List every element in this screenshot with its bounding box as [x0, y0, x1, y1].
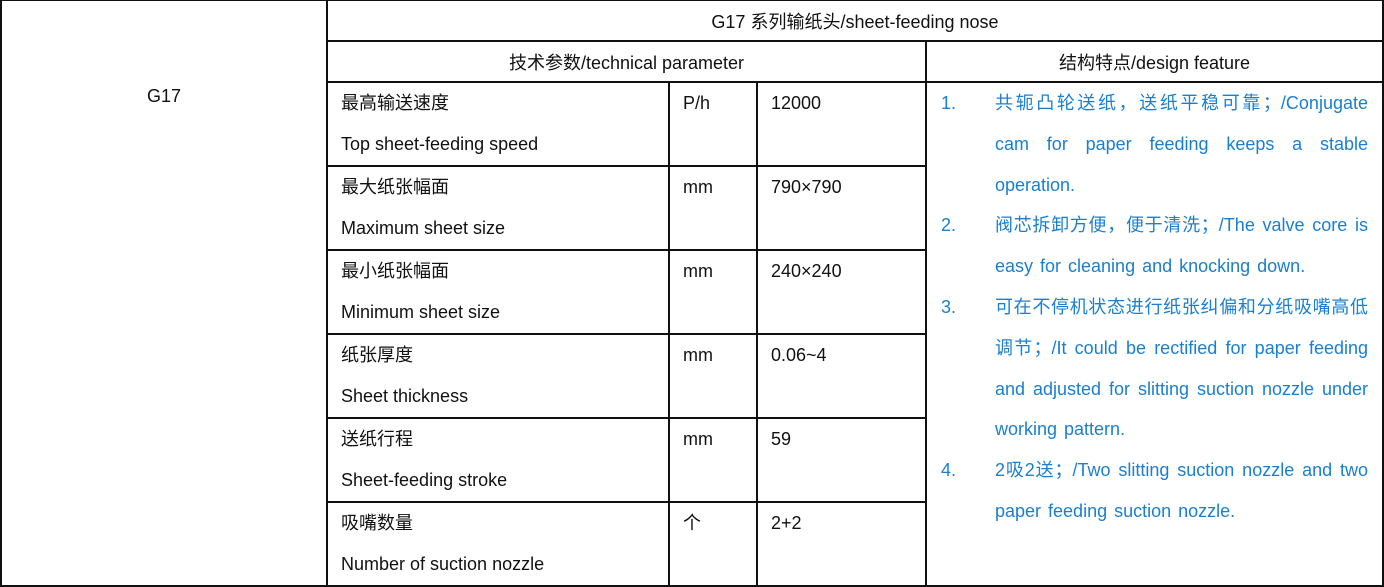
- design-header: 结构特点/design feature: [925, 40, 1384, 83]
- param-row: 最大纸张幅面 Maximum sheet size mm 790×790: [1, 165, 1383, 251]
- param-name: 最高输送速度 Top sheet-feeding speed: [326, 81, 670, 167]
- param-value: 59: [756, 417, 927, 503]
- param-name: 最大纸张幅面 Maximum sheet size: [326, 165, 670, 251]
- param-value: 240×240: [756, 249, 927, 335]
- param-unit: mm: [668, 249, 758, 335]
- table-title: G17 系列输纸头/sheet-feeding nose: [326, 0, 1384, 42]
- param-unit: mm: [668, 165, 758, 251]
- param-row: 最高输送速度 Top sheet-feeding speed P/h 12000 …: [1, 81, 1384, 587]
- feature-item: 3. 可在不停机状态进行纸张纠偏和分纸吸嘴高低调节；/It could be re…: [941, 296, 1368, 440]
- param-unit: 个: [668, 501, 758, 587]
- param-row: 纸张厚度 Sheet thickness mm 0.06~4: [1, 333, 1383, 419]
- param-unit: P/h: [668, 81, 758, 167]
- technical-header: 技术参数/technical parameter: [326, 40, 927, 83]
- param-name: 送纸行程 Sheet-feeding stroke: [326, 417, 670, 503]
- param-name: 最小纸张幅面 Minimum sheet size: [326, 249, 670, 335]
- feature-item: 2. 阀芯拆卸方便，便于清洗；/The valve core is easy fo…: [941, 215, 1368, 277]
- feature-item: 1. 共轭凸轮送纸，送纸平稳可靠；/Conjugate cam for paper…: [941, 93, 1368, 195]
- feature-item: 4. 2吸2送；/Two slitting suction nozzle and …: [941, 460, 1368, 521]
- param-value: 790×790: [756, 165, 927, 251]
- param-name: 吸嘴数量 Number of suction nozzle: [326, 501, 670, 587]
- model-cell: G17: [0, 0, 328, 587]
- design-features: 1. 共轭凸轮送纸，送纸平稳可靠；/Conjugate cam for paper…: [925, 81, 1384, 587]
- param-value: 0.06~4: [756, 333, 927, 419]
- param-unit: mm: [668, 417, 758, 503]
- param-value: 12000: [756, 81, 927, 167]
- param-value: 2+2: [756, 501, 927, 587]
- param-unit: mm: [668, 333, 758, 419]
- param-row: 最小纸张幅面 Minimum sheet size mm 240×240: [1, 249, 1383, 335]
- param-row: 送纸行程 Sheet-feeding stroke mm 59: [1, 417, 1383, 503]
- param-name: 纸张厚度 Sheet thickness: [326, 333, 670, 419]
